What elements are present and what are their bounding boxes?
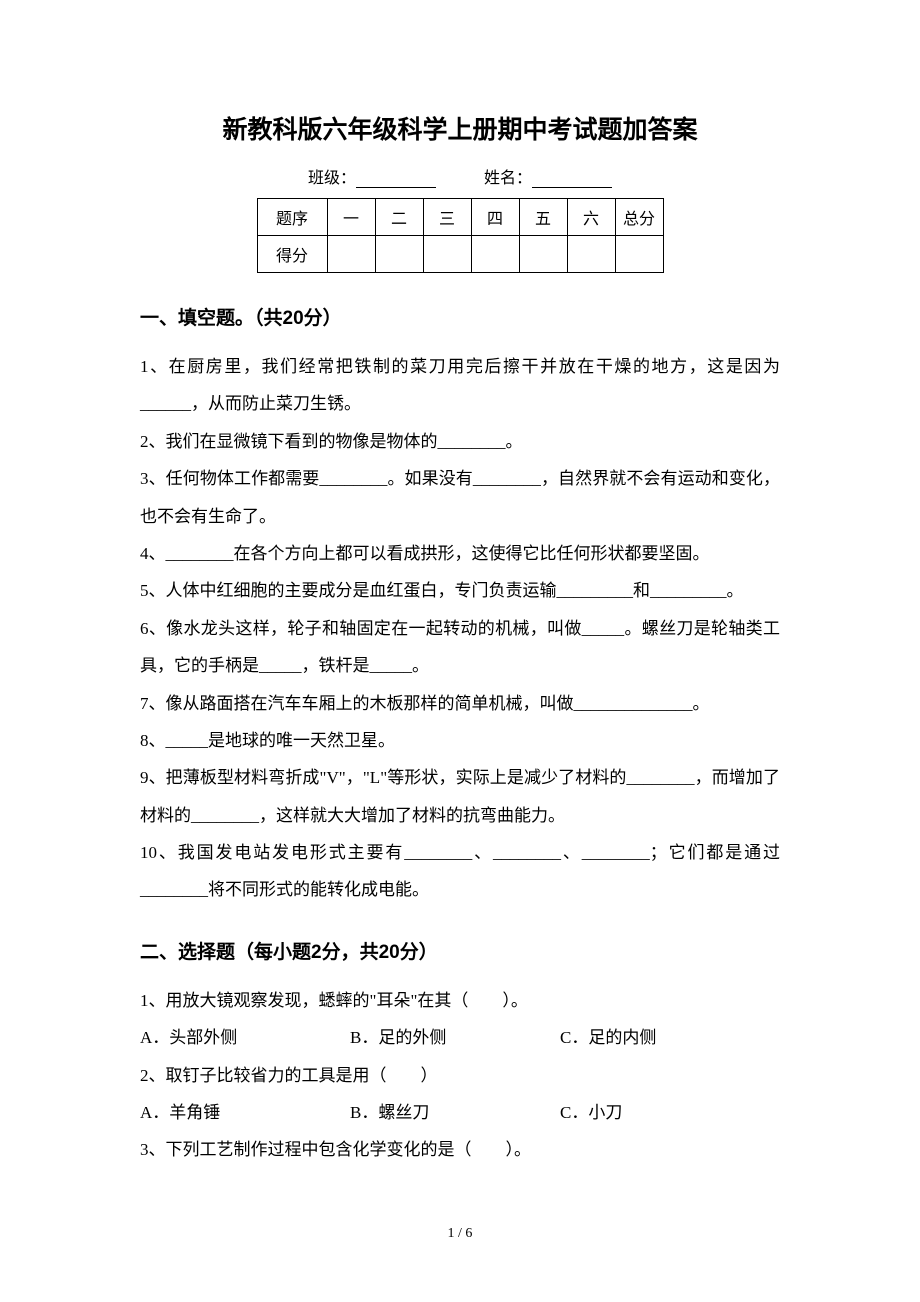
header-cell: 一 [327,199,375,236]
q1-1: 1、在厨房里，我们经常把铁制的菜刀用完后擦干并放在干燥的地方，这是因为_____… [140,348,780,423]
score-cell [423,236,471,273]
option-b: B．螺丝刀 [350,1094,560,1131]
q1-5: 5、人体中红细胞的主要成分是血红蛋白，专门负责运输_________和_____… [140,572,780,609]
header-cell: 三 [423,199,471,236]
q1-9: 9、把薄板型材料弯折成"V"，"L"等形状，实际上是减少了材料的________… [140,759,780,834]
section2-heading: 二、选择题（每小题2分，共20分） [140,937,780,964]
score-cell [615,236,663,273]
name-blank [532,172,612,188]
q1-7: 7、像从路面搭在汽车车厢上的木板那样的简单机械，叫做______________… [140,685,780,722]
q1-10: 10、我国发电站发电形式主要有________、________、_______… [140,834,780,909]
q2-1-stem: 1、用放大镜观察发现，蟋蟀的"耳朵"在其（ ）。 [140,982,780,1019]
section1-heading: 一、填空题。（共20分） [140,303,780,330]
header-cell: 总分 [615,199,663,236]
q1-4: 4、________在各个方向上都可以看成拱形，这使得它比任何形状都要坚固。 [140,535,780,572]
score-cell [519,236,567,273]
score-cell [375,236,423,273]
name-label: 姓名： [484,170,532,187]
table-row: 题序 一 二 三 四 五 六 总分 [257,199,663,236]
option-a: A．头部外侧 [140,1019,350,1056]
option-b: B．足的外侧 [350,1019,560,1056]
score-table: 题序 一 二 三 四 五 六 总分 得分 [257,198,664,273]
header-cell: 题序 [257,199,327,236]
q1-8: 8、_____是地球的唯一天然卫星。 [140,722,780,759]
option-c: C．足的内侧 [560,1019,740,1056]
class-label: 班级： [308,170,356,187]
q1-6: 6、像水龙头这样，轮子和轴固定在一起转动的机械，叫做_____。螺丝刀是轮轴类工… [140,610,780,685]
table-row: 得分 [257,236,663,273]
score-cell [327,236,375,273]
score-cell [567,236,615,273]
q2-2-options: A．羊角锤 B．螺丝刀 C．小刀 [140,1094,780,1131]
header-cell: 四 [471,199,519,236]
q1-2: 2、我们在显微镜下看到的物像是物体的________。 [140,423,780,460]
score-cell [471,236,519,273]
header-cell: 二 [375,199,423,236]
q2-2-stem: 2、取钉子比较省力的工具是用（ ） [140,1057,780,1094]
header-cell: 五 [519,199,567,236]
header-cell: 六 [567,199,615,236]
score-label-cell: 得分 [257,236,327,273]
q1-3: 3、任何物体工作都需要________。如果没有________，自然界就不会有… [140,460,780,535]
option-a: A．羊角锤 [140,1094,350,1131]
class-blank [356,172,436,188]
exam-title: 新教科版六年级科学上册期中考试题加答案 [140,110,780,146]
q2-3-stem: 3、下列工艺制作过程中包含化学变化的是（ ）。 [140,1131,780,1168]
student-info-row: 班级： 姓名： [140,164,780,188]
q2-1-options: A．头部外侧 B．足的外侧 C．足的内侧 [140,1019,780,1056]
page-number: 1 / 6 [0,1226,920,1242]
option-c: C．小刀 [560,1094,740,1131]
